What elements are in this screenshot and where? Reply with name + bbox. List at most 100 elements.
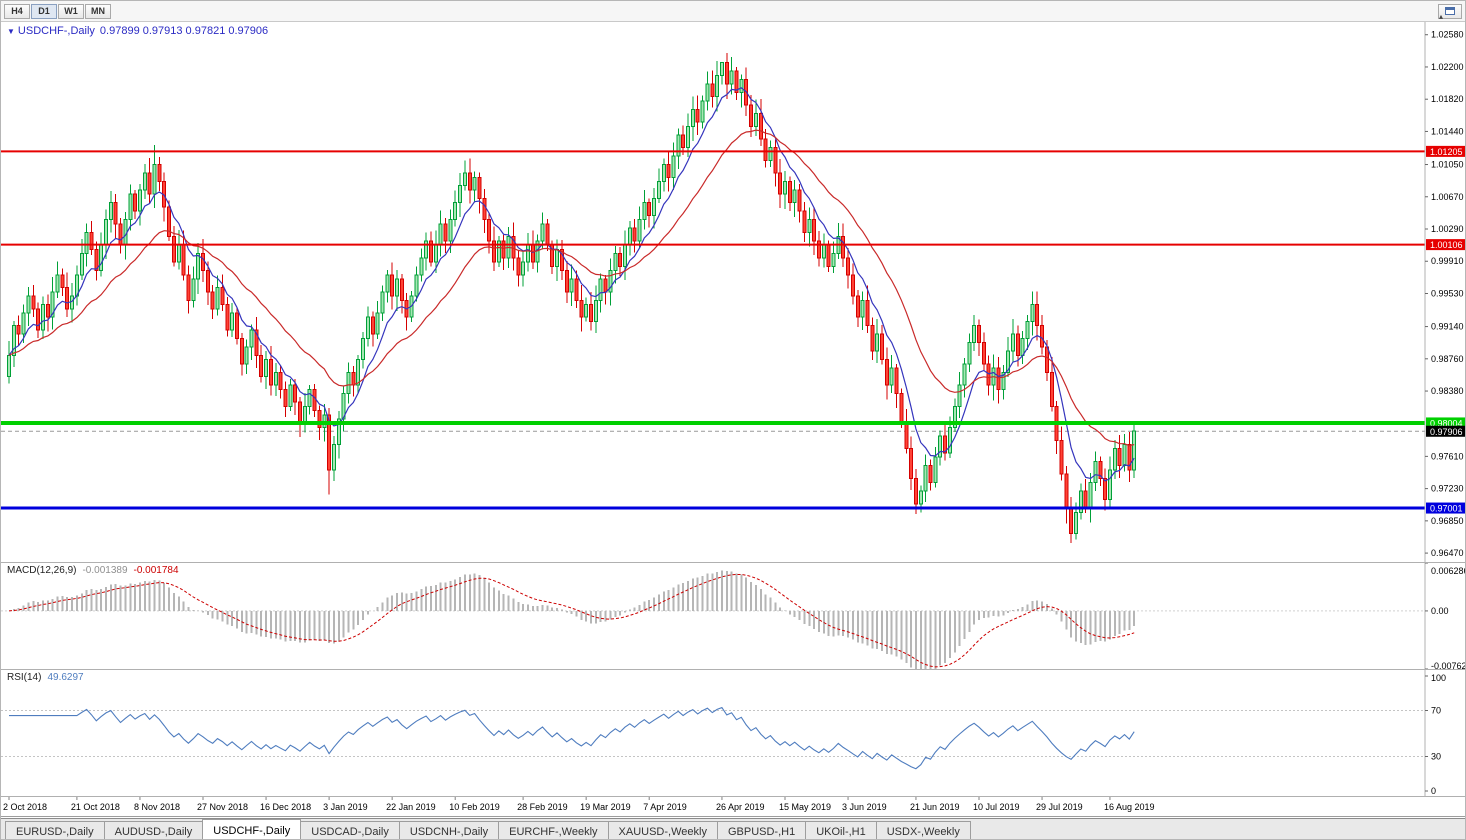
rsi-indicator-label: RSI(14) 49.6297 [7, 672, 90, 683]
moving-average-line-2 [8, 129, 1135, 447]
price-axis-label: 1.01050 [1431, 160, 1464, 170]
date-label: 28 Feb 2019 [517, 802, 568, 812]
date-label: 21 Jun 2019 [910, 802, 960, 812]
price-axis-label: 0.97230 [1431, 484, 1464, 494]
date-label: 2 Oct 2018 [3, 802, 47, 812]
macd-canvas[interactable]: 0.006286 0.00 -0.00762 [1, 563, 1466, 669]
rsi-value: 49.6297 [47, 672, 84, 683]
price-axis-label: 1.00290 [1431, 224, 1464, 234]
price-axis-label: 0.96850 [1431, 516, 1464, 526]
svg-text:1.00106: 1.00106 [1430, 240, 1463, 250]
panel-divider[interactable] [1, 796, 1465, 797]
macd-value-1: -0.001389 [82, 565, 128, 576]
price-badge-1-01205: 1.01205 [1426, 145, 1465, 157]
macd-signal-line [8, 574, 1135, 668]
tab-audusd-daily[interactable]: AUDUSD-,Daily [103, 821, 204, 839]
tab-usdchf-daily[interactable]: USDCHF-,Daily [202, 819, 302, 839]
rsi-line [9, 706, 1135, 770]
date-label: 10 Jul 2019 [973, 802, 1020, 812]
price-axis-label: 1.00670 [1431, 192, 1464, 202]
rsi-name: RSI(14) [7, 672, 42, 683]
ohlc-values: 0.97899 0.97913 0.97821 0.97906 [99, 25, 269, 37]
timeframe-button-h4[interactable]: H4 [4, 3, 30, 19]
toolbar: H4 D1 W1 MN [1, 1, 1465, 22]
date-label: 10 Feb 2019 [449, 802, 500, 812]
price-axis-label: 0.98380 [1431, 386, 1464, 396]
rsi-axis-label: 100 [1431, 673, 1446, 683]
price-badge-1-00106: 1.00106 [1426, 239, 1465, 251]
time-axis-canvas[interactable]: 2 Oct 2018 21 Oct 2018 8 Nov 2018 27 Nov 20… [1, 797, 1466, 817]
date-label: 3 Jun 2019 [842, 802, 887, 812]
rsi-canvas[interactable]: 100 70 30 0 [1, 670, 1466, 796]
date-label: 7 Apr 2019 [643, 802, 687, 812]
macd-value-2: -0.001784 [133, 565, 179, 576]
rsi-axis-label: 30 [1431, 752, 1441, 762]
tab-xauusd-weekly[interactable]: XAUUSD-,Weekly [607, 821, 718, 839]
price-axis-label: 0.97610 [1431, 451, 1464, 461]
timeframe-button-d1[interactable]: D1 [31, 3, 57, 19]
panel-divider[interactable] [1, 669, 1465, 670]
date-label: 3 Jan 2019 [323, 802, 368, 812]
main-chart-panel: 1.02580 1.02200 1.01820 1.01440 1.01050 1.006… [1, 22, 1466, 562]
tab-ukoil-h1[interactable]: UKOil-,H1 [805, 821, 877, 839]
price-axis-label: 0.96470 [1431, 548, 1464, 558]
collapse-icon[interactable]: ▼ [7, 27, 15, 36]
date-label: 16 Aug 2019 [1104, 802, 1155, 812]
timeframe-button-mn[interactable]: MN [85, 3, 111, 19]
chart-title: ▼ USDCHF-,Daily 0.97899 0.97913 0.97821 0.… [7, 25, 273, 37]
moving-average-line-1 [8, 87, 1135, 482]
price-axis-label: 1.01440 [1431, 126, 1464, 136]
current-price-badge: 0.97906 [1426, 425, 1465, 437]
chart-window-button[interactable] [1438, 3, 1462, 19]
time-axis[interactable]: 2 Oct 2018 21 Oct 2018 8 Nov 2018 27 Nov 20… [1, 797, 1466, 817]
macd-axis-label: -0.00762 [1431, 661, 1466, 669]
macd-axis-label: 0.00 [1431, 606, 1449, 616]
macd-name: MACD(12,26,9) [7, 565, 77, 576]
svg-text:1.01205: 1.01205 [1430, 147, 1463, 157]
date-label: 16 Dec 2018 [260, 802, 311, 812]
price-badge-0-98004: 0.98004 [1426, 417, 1465, 429]
tab-eurchf-weekly[interactable]: EURCHF-,Weekly [498, 821, 609, 839]
date-label: 26 Apr 2019 [716, 802, 765, 812]
price-axis-label: 0.99530 [1431, 288, 1464, 298]
price-axis-label: 0.99910 [1431, 256, 1464, 266]
rsi-panel: 100 70 30 0 RSI(14) 49.6297 [1, 670, 1466, 796]
price-axis-label: 0.99140 [1431, 322, 1464, 332]
symbol-label: USDCHF-,Daily [17, 25, 95, 37]
price-axis-label: 1.02580 [1431, 30, 1464, 40]
date-label: 27 Nov 2018 [197, 802, 248, 812]
rsi-axis-label: 0 [1431, 786, 1436, 796]
date-label: 19 Mar 2019 [580, 802, 631, 812]
price-chart-canvas[interactable]: 1.02580 1.02200 1.01820 1.01440 1.01050 1.006… [1, 22, 1466, 562]
macd-axis-label: 0.006286 [1431, 566, 1466, 576]
rsi-axis-label: 70 [1431, 706, 1441, 716]
tab-gbpusd-h1[interactable]: GBPUSD-,H1 [716, 821, 807, 839]
svg-text:0.97906: 0.97906 [1430, 427, 1463, 437]
macd-indicator-label: MACD(12,26,9) -0.001389 -0.001784 [7, 565, 185, 576]
candlesticks [7, 53, 1137, 543]
price-axis[interactable]: 1.02580 1.02200 1.01820 1.01440 1.01050 1.006… [1425, 30, 1464, 558]
svg-text:0.98004: 0.98004 [1430, 418, 1463, 428]
window-icon [1445, 7, 1455, 15]
macd-panel: 0.006286 0.00 -0.00762 MACD(12,26,9) -0.001… [1, 563, 1466, 669]
price-axis-label: 0.98760 [1431, 354, 1464, 364]
tab-usdcad-daily[interactable]: USDCAD-,Daily [300, 821, 400, 839]
svg-text:0.97001: 0.97001 [1430, 504, 1463, 514]
tab-eurusd-daily[interactable]: EURUSD-,Daily [5, 821, 105, 839]
toolbar-right [1438, 3, 1462, 19]
macd-histogram [12, 570, 1136, 669]
date-label: 22 Jan 2019 [386, 802, 436, 812]
panel-divider[interactable] [1, 562, 1465, 563]
date-label: 29 Jul 2019 [1036, 802, 1083, 812]
price-axis-label: 1.02200 [1431, 62, 1464, 72]
tab-usdx-weekly[interactable]: USDX-,Weekly [875, 821, 971, 839]
chart-tab-bar: EURUSD-,Daily AUDUSD-,Daily USDCHF-,Daily U… [1, 818, 1465, 839]
date-label: 21 Oct 2018 [71, 802, 120, 812]
price-badge-0-97001: 0.97001 [1426, 502, 1465, 514]
date-label: 8 Nov 2018 [134, 802, 180, 812]
tab-usdcnh-daily[interactable]: USDCNH-,Daily [398, 821, 500, 839]
timeframe-button-w1[interactable]: W1 [58, 3, 84, 19]
scale-arrow-icon[interactable]: ▴ [1438, 12, 1443, 21]
date-label: 15 May 2019 [779, 802, 831, 812]
